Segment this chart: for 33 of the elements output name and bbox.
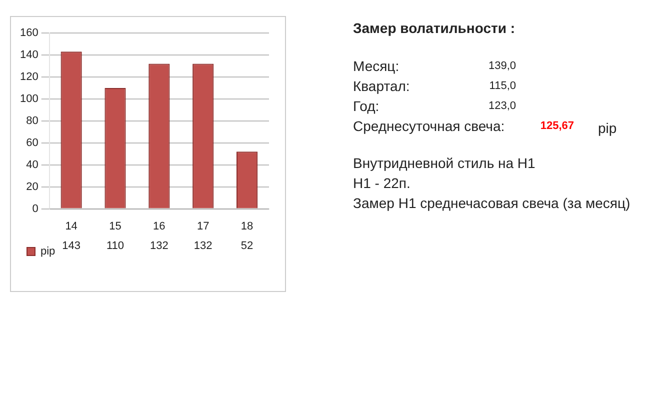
data-label: 132 — [194, 240, 212, 252]
text: pip — [598, 120, 617, 136]
data-label: 52 — [240, 240, 254, 252]
y-tick-label: 60 — [26, 136, 38, 149]
text: Замер H1 среднечасовая свеча (за месяц) — [353, 195, 630, 211]
y-tick-label: 0 — [32, 202, 38, 215]
legend-label: pip — [40, 246, 56, 258]
text: 115,0 — [489, 80, 516, 92]
y-tick-label: 100 — [20, 92, 38, 105]
data-label: 132 — [150, 240, 168, 252]
text: Квартал: — [353, 78, 410, 94]
text: 123,0 — [488, 100, 516, 112]
text: H1 - 22п. — [353, 175, 410, 191]
text: Внутридневной стиль на H1 — [353, 155, 536, 171]
x-tick-label: 16 — [153, 220, 166, 232]
y-tick-label: 120 — [20, 70, 38, 83]
y-tick-label: 160 — [20, 27, 38, 40]
text: 125,67 — [540, 120, 574, 132]
text: 139,0 — [488, 60, 516, 72]
x-tick-label: 17 — [196, 220, 210, 232]
x-tick-label: 15 — [109, 220, 122, 232]
x-tick-label: 18 — [240, 220, 254, 232]
text: Год: — [353, 98, 380, 114]
x-tick-label: 14 — [65, 220, 78, 232]
data-label: 110 — [106, 240, 124, 252]
y-tick-label: 80 — [26, 114, 38, 127]
text: Замер волатильности : — [353, 20, 516, 36]
text: Среднесуточная свеча: — [353, 118, 505, 134]
data-label: 143 — [62, 240, 80, 252]
y-tick-label: 40 — [26, 158, 38, 171]
text: Месяц: — [353, 58, 400, 74]
y-tick-label: 140 — [20, 49, 38, 62]
y-tick-label: 20 — [26, 180, 38, 193]
